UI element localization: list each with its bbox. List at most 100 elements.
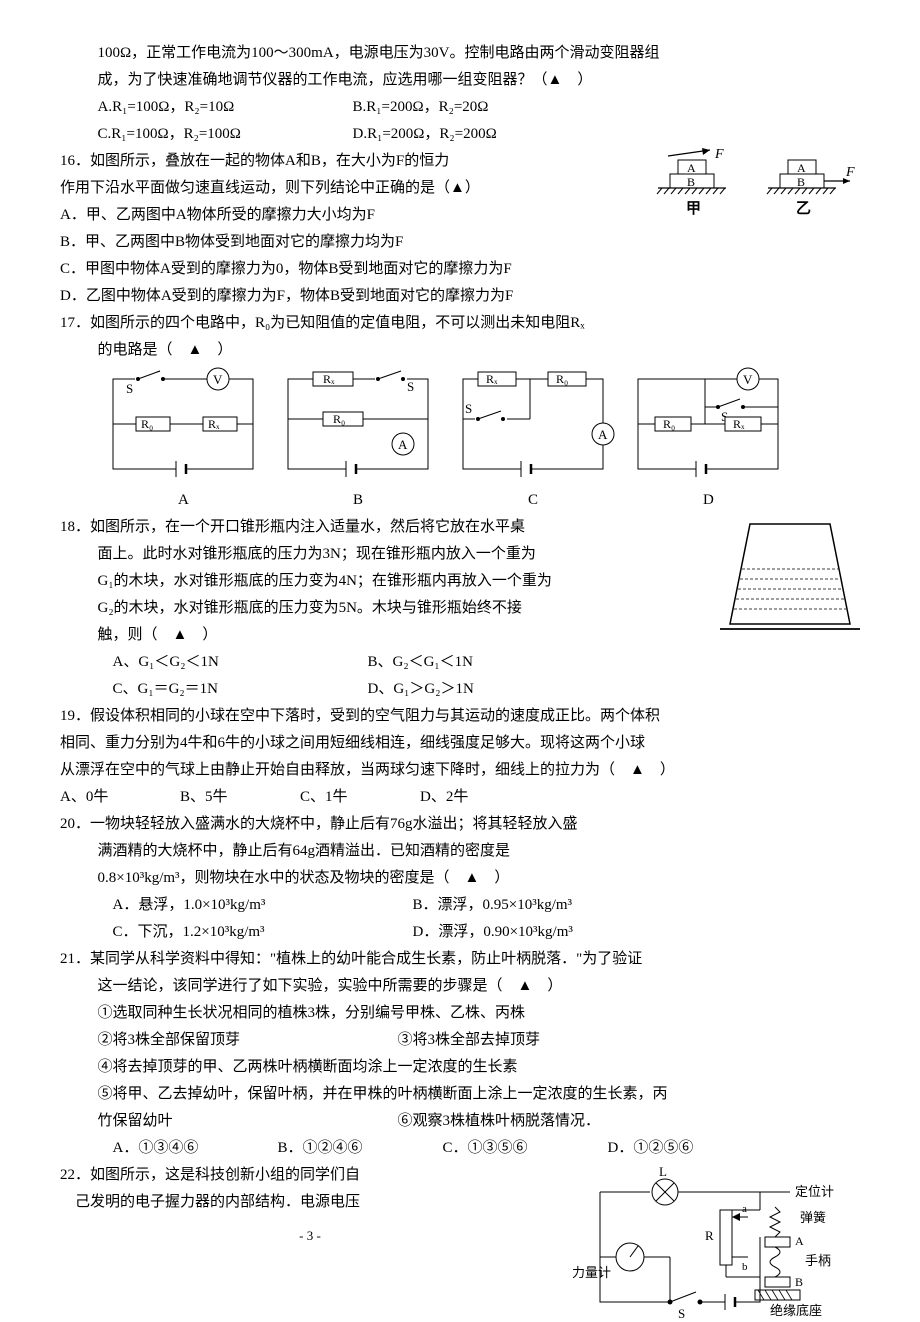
q15-options-2: C.R₁=100Ω，R₂=100Ω D.R₁=200Ω，R₂=200Ω [60, 121, 860, 148]
q18: 18．如图所示，在一个开口锥形瓶内注入适量水，然后将它放在水平桌 面上。此时水对… [60, 514, 860, 703]
svg-text:A: A [598, 427, 608, 442]
svg-text:R₀: R₀ [141, 417, 153, 431]
svg-text:S: S [465, 401, 472, 416]
q21-s2: ②将3株全部保留顶芽 [98, 1027, 398, 1054]
q21-s5b: 竹保留幼叶 [98, 1108, 398, 1135]
svg-text:Rₓ: Rₓ [208, 417, 220, 431]
svg-text:D: D [703, 492, 714, 508]
svg-text:b: b [742, 1261, 748, 1273]
q17-l1: 如图所示的四个电路中，R₀为已知阻值的定值电阻，不可以测出未知电阻Rₓ [90, 315, 585, 331]
q19-l2: 相同、重力分别为4牛和6牛的小球之间用短细线相连，细线强度足够大。现将这两个小球 [60, 730, 860, 757]
q20-opts2: C．下沉，1.2×10³kg/m³ D．漂浮，0.90×10³kg/m³ [60, 919, 860, 946]
svg-text:L: L [659, 1164, 667, 1179]
svg-text:乙: 乙 [796, 201, 811, 217]
q16-opt-b: B．甲、乙两图中B物体受到地面对它的摩擦力均为F [60, 229, 860, 256]
q19-opt-d: D、2牛 [420, 784, 540, 811]
svg-text:A: A [687, 161, 696, 175]
q19-l3: 从漂浮在空中的气球上由静止开始自由释放，当两球匀速下降时，细线上的拉力为（ ▲ … [60, 757, 860, 784]
q18-figure [720, 514, 860, 644]
q21-opt-c: C．①③⑤⑥ [443, 1135, 608, 1162]
q20-opt-a: A．悬浮，1.0×10³kg/m³ [113, 892, 413, 919]
q17-figures: S V R₀ Rₓ A [60, 364, 860, 514]
svg-text:定位计: 定位计 [795, 1184, 834, 1199]
q16-num: 16． [60, 153, 90, 169]
svg-text:Rₓ: Rₓ [323, 372, 335, 386]
q20-l2: 满酒精的大烧杯中，静止后有64g酒精溢出．已知酒精的密度是 [60, 838, 860, 865]
svg-text:Rₓ: Rₓ [486, 372, 498, 386]
q18-opts2: C、G₁＝G₂＝1N D、G₁＞G₂＞1N [60, 676, 860, 703]
q20-l1: 一物块轻轻放入盛满水的大烧杯中，静止后有76g水溢出；将其轻轻放入盛 [90, 816, 578, 832]
q20-opt-b: B．漂浮，0.95×10³kg/m³ [413, 892, 573, 919]
q19-l1: 假设体积相同的小球在空中下落时，受到的空气阻力与其运动的速度成正比。两个体积 [90, 708, 660, 724]
q16-figure: F A B 甲 A B [650, 148, 860, 228]
svg-text:绝缘底座: 绝缘底座 [770, 1303, 822, 1318]
q21: 21．某同学从科学资料中得知："植株上的幼叶能合成生长素，防止叶柄脱落．"为了验… [60, 946, 860, 1162]
q19-opt-b: B、5牛 [180, 784, 300, 811]
svg-text:B: B [795, 1275, 803, 1289]
q21-num: 21． [60, 951, 90, 967]
svg-text:手柄: 手柄 [805, 1253, 831, 1268]
q15-opt-a: A.R₁=100Ω，R₂=10Ω [98, 94, 353, 121]
svg-text:R₀: R₀ [333, 412, 345, 426]
q19: 19．假设体积相同的小球在空中下落时，受到的空气阻力与其运动的速度成正比。两个体… [60, 703, 860, 811]
svg-text:B: B [353, 492, 363, 508]
q15-line1: 100Ω，正常工作电流为100～300mA，电源电压为30V。控制电路由两个滑动… [60, 40, 860, 67]
q22-figure: L 定位计 R a b 弹簧 A 手柄 B [570, 1162, 860, 1322]
q15-continuation: 100Ω，正常工作电流为100～300mA，电源电压为30V。控制电路由两个滑动… [60, 40, 860, 148]
svg-text:F: F [714, 148, 724, 162]
q18-opt-a: A、G₁＜G₂＜1N [113, 649, 368, 676]
q22-num: 22． [60, 1167, 90, 1183]
q21-l2: 这一结论，该同学进行了如下实验，实验中所需要的步骤是（ ▲ ） [60, 973, 860, 1000]
svg-text:A: A [398, 437, 408, 452]
q19-opt-a: A、0牛 [60, 784, 180, 811]
svg-text:R₀: R₀ [663, 417, 675, 431]
q21-opt-a: A．①③④⑥ [113, 1135, 278, 1162]
svg-text:A: A [797, 161, 806, 175]
q15-opt-b: B.R₁=200Ω，R₂=20Ω [353, 94, 608, 121]
q18-opt-d: D、G₁＞G₂＞1N [368, 676, 623, 703]
q20: 20．一物块轻轻放入盛满水的大烧杯中，静止后有76g水溢出；将其轻轻放入盛 满酒… [60, 811, 860, 946]
q19-num: 19． [60, 708, 90, 724]
q20-opt-d: D．漂浮，0.90×10³kg/m³ [413, 919, 573, 946]
q20-opt-c: C．下沉，1.2×10³kg/m³ [113, 919, 413, 946]
q17-num: 17． [60, 315, 90, 331]
svg-text:A: A [795, 1234, 804, 1248]
q19-opt-c: C、1牛 [300, 784, 420, 811]
q20-opts1: A．悬浮，1.0×10³kg/m³ B．漂浮，0.95×10³kg/m³ [60, 892, 860, 919]
svg-text:F: F [845, 165, 855, 180]
q16: F A B 甲 A B [60, 148, 860, 310]
q18-opts1: A、G₁＜G₂＜1N B、G₂＜G₁＜1N [60, 649, 860, 676]
q21-s23: ②将3株全部保留顶芽 ③将3株全部去掉顶芽 [60, 1027, 860, 1054]
q21-s1: ①选取同种生长状况相同的植株3株，分别编号甲株、乙株、丙株 [60, 1000, 860, 1027]
q16-opt-c: C．甲图中物体A受到的摩擦力为0，物体B受到地面对它的摩擦力为F [60, 256, 860, 283]
q21-s6: ⑥观察3株植株叶柄脱落情况． [398, 1108, 601, 1135]
svg-text:S: S [407, 379, 414, 394]
q21-s4: ④将去掉顶芽的甲、乙两株叶柄横断面均涂上一定浓度的生长素 [60, 1054, 860, 1081]
svg-text:S: S [126, 381, 133, 396]
q15-options: A.R₁=100Ω，R₂=10Ω B.R₁=200Ω，R₂=20Ω [60, 94, 860, 121]
q16-opt-d: D．乙图中物体A受到的摩擦力为F，物体B受到地面对它的摩擦力为F [60, 283, 860, 310]
q21-s3: ③将3株全部去掉顶芽 [398, 1027, 541, 1054]
q18-opt-c: C、G₁＝G₂＝1N [113, 676, 368, 703]
svg-text:A: A [178, 492, 189, 508]
q22: L 定位计 R a b 弹簧 A 手柄 B [60, 1162, 860, 1216]
q20-num: 20． [60, 816, 90, 832]
svg-text:R: R [705, 1228, 714, 1243]
svg-text:S: S [678, 1306, 685, 1321]
q21-opt-d: D．①②⑤⑥ [608, 1135, 773, 1162]
q19-opts: A、0牛 B、5牛 C、1牛 D、2牛 [60, 784, 860, 811]
q21-opt-b: B．①②④⑥ [278, 1135, 443, 1162]
q15-line2: 成，为了快速准确地调节仪器的工作电流，应选用哪一组变阻器？（▲ ） [60, 67, 860, 94]
q18-opt-b: B、G₂＜G₁＜1N [368, 649, 623, 676]
svg-text:B: B [797, 175, 805, 189]
q16-l1: 如图所示，叠放在一起的物体A和B，在大小为F的恒力 [90, 153, 449, 169]
svg-text:力量计: 力量计 [572, 1265, 611, 1280]
q17-l2: 的电路是（ ▲ ） [60, 337, 860, 364]
svg-text:C: C [528, 492, 538, 508]
svg-text:V: V [743, 372, 753, 387]
q15-opt-c: C.R₁=100Ω，R₂=100Ω [98, 121, 353, 148]
svg-text:a: a [742, 1203, 747, 1215]
svg-text:B: B [687, 175, 695, 189]
svg-text:V: V [213, 372, 223, 387]
q15-opt-d: D.R₁=200Ω，R₂=200Ω [353, 121, 608, 148]
